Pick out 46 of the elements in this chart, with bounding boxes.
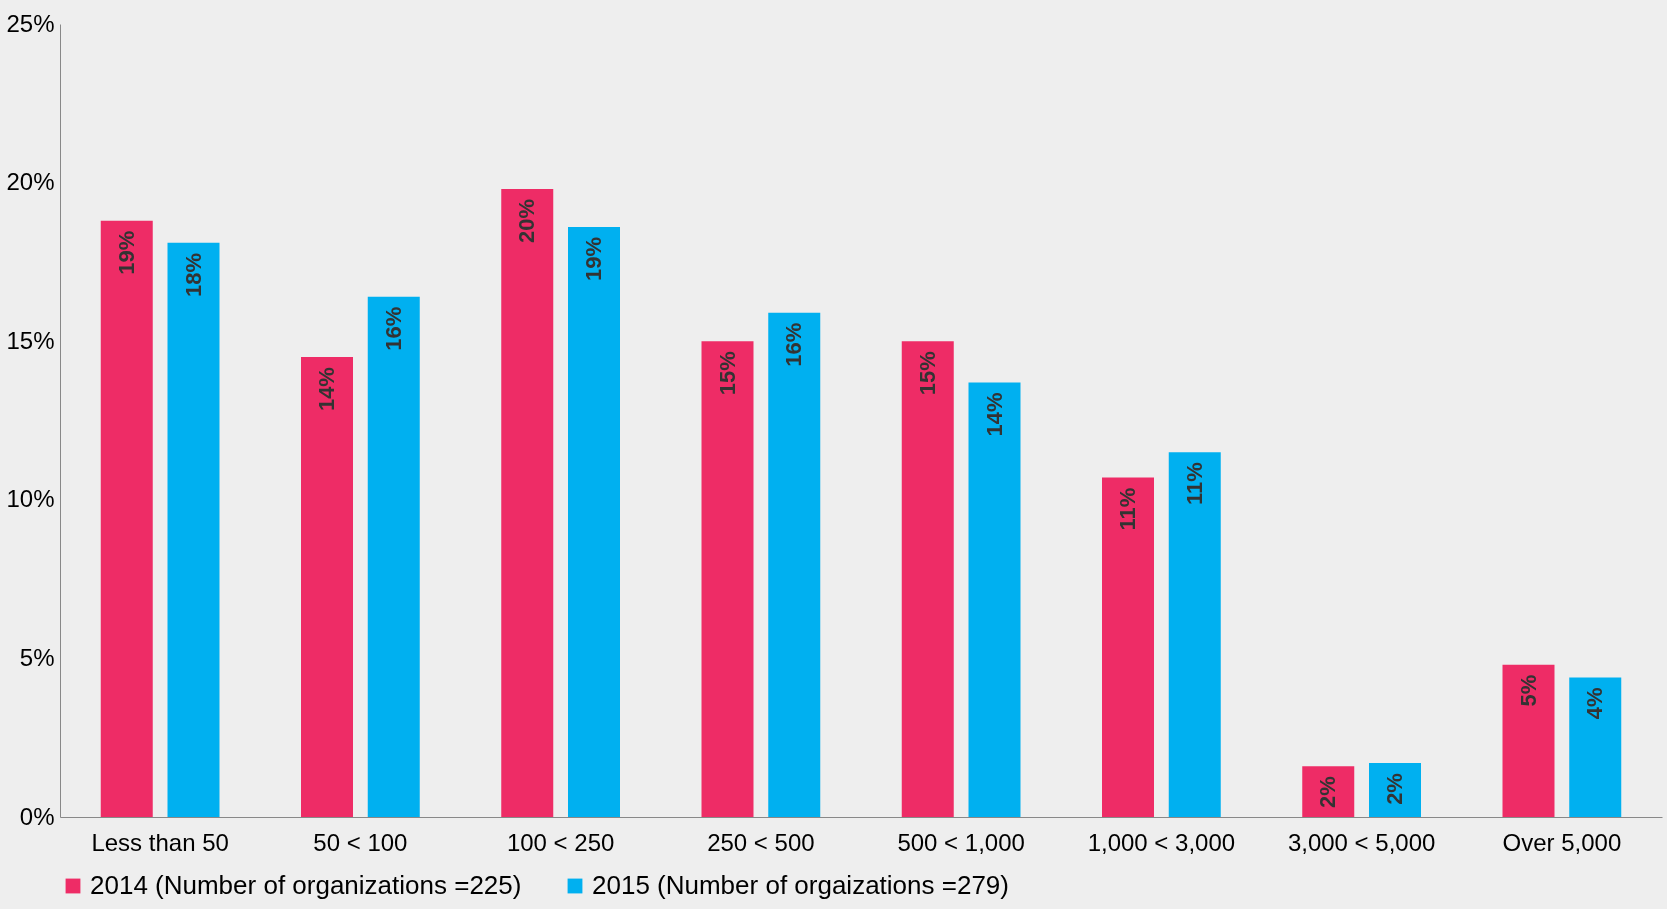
x-tick-label: 1,000 < 3,000 [1087,828,1236,856]
y-tick-label: 0% [19,802,55,830]
data-label: 2% [1315,776,1341,809]
data-label: 11% [1115,487,1140,531]
data-label: 16% [380,306,406,351]
data-label: 19% [113,230,139,275]
data-label: 15% [714,351,740,396]
data-label: 11% [1181,462,1207,506]
y-tick-label: 5% [19,643,55,671]
data-label: 20% [514,198,540,243]
bar [768,312,821,817]
x-tick-label: 250 < 500 [707,828,815,856]
bar [968,382,1021,817]
bar [1102,477,1154,817]
bar [1502,664,1555,817]
x-tick-label: Less than 50 [91,828,229,856]
y-tick-label: 15% [6,326,55,354]
data-label: 19% [581,237,606,282]
bar [167,242,220,817]
x-tick-label: 500 < 1,000 [897,828,1025,856]
y-tick-label: 25% [6,9,55,37]
bar [1569,677,1622,817]
bar [367,296,420,817]
bar [100,220,153,817]
bar [901,341,954,817]
x-tick-label: Over 5,000 [1502,828,1622,856]
y-tick-label: 10% [6,485,55,513]
legend-label: 2014 (Number of organizations =225) [90,870,522,900]
bar [301,357,353,817]
data-label: 16% [781,322,807,367]
bar [568,227,620,817]
x-tick-label: 100 < 250 [506,828,615,856]
bar [1168,452,1221,817]
data-label: 4% [1582,687,1608,720]
y-tick-label: 20% [6,168,55,196]
bar [501,188,554,817]
data-label: 14% [314,367,339,412]
data-label: 14% [981,392,1007,437]
legend-label: 2015 (Number of orgaizations =279) [592,870,1009,900]
x-tick-label: 50 < 100 [313,828,408,856]
bar [701,341,754,817]
data-label: 18% [180,252,206,297]
data-label: 15% [914,351,940,396]
data-label: 5% [1515,674,1541,707]
data-label: 2% [1382,773,1407,805]
x-tick-label: 3,000 < 5,000 [1287,828,1436,856]
